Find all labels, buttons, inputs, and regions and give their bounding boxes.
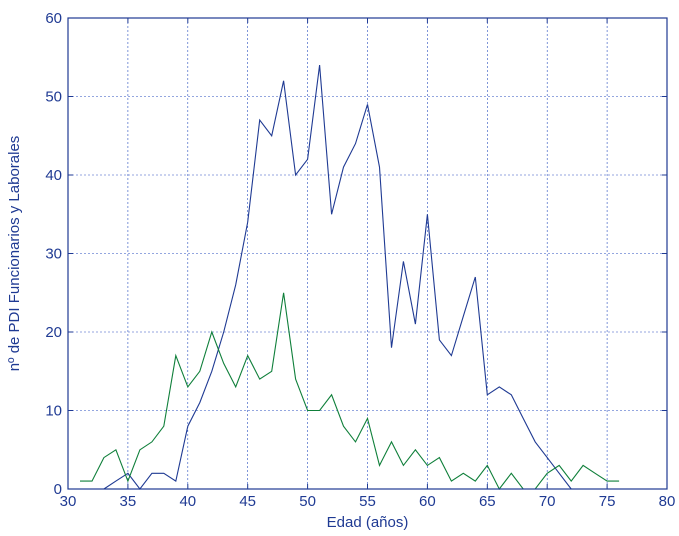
y-tick-label-10: 10	[45, 403, 62, 420]
x-tick-label-75: 75	[599, 493, 616, 510]
x-tick-label-80: 80	[659, 493, 676, 510]
y-tick-label-40: 40	[45, 167, 62, 184]
x-tick-label-65: 65	[479, 493, 496, 510]
y-tick-label-30: 30	[45, 246, 62, 263]
x-tick-label-55: 55	[359, 493, 376, 510]
series-line-1	[103, 65, 572, 490]
y-tick-label-20: 20	[45, 324, 62, 341]
x-tick-label-30: 30	[60, 493, 77, 510]
x-tick-label-45: 45	[239, 493, 256, 510]
y-tick-label-60: 60	[45, 10, 62, 27]
x-tick-label-70: 70	[539, 493, 556, 510]
axis-ticks	[67, 17, 668, 490]
y-axis-label: nº de PDI Funcionarios y Laborales	[6, 136, 23, 372]
x-axis-label: Edad (años)	[327, 514, 409, 531]
x-tick-label-60: 60	[419, 493, 436, 510]
tick-labels: 30 35 40 45 50 55 60 65 70 75 80 0 10 20 30 40 50 60	[45, 10, 675, 510]
x-tick-label-40: 40	[179, 493, 196, 510]
y-tick-label-0: 0	[54, 481, 62, 498]
x-tick-label-50: 50	[299, 493, 316, 510]
y-tick-label-50: 50	[45, 89, 62, 106]
x-tick-label-35: 35	[120, 493, 137, 510]
